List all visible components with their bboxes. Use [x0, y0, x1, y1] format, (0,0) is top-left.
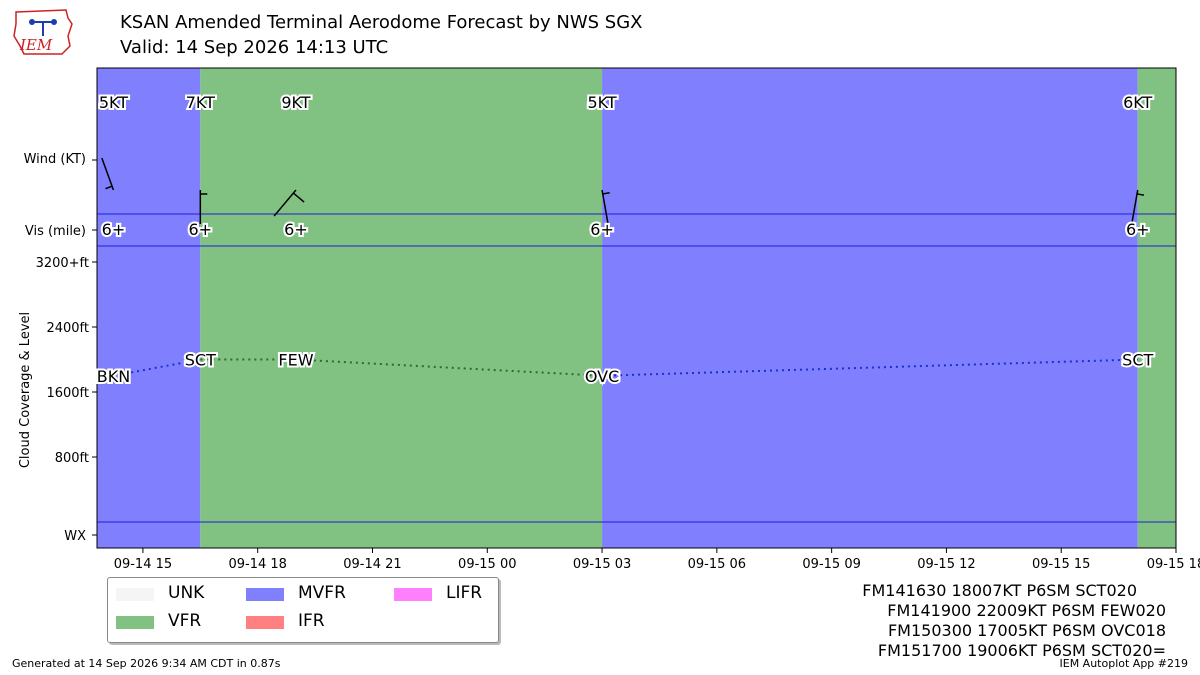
axes: Wind (KT) Vis (mile) WX Cloud Coverage & Le…	[18, 152, 1200, 572]
wind-speed-label: 9KT	[281, 93, 310, 112]
page-title: KSAN Amended Terminal Aerodome Forecast …	[120, 12, 643, 33]
legend-label-unk: UNK	[168, 583, 205, 603]
wind-barb	[1131, 189, 1145, 224]
legend-swatch-lifr	[394, 588, 432, 601]
wind-barb	[273, 189, 305, 217]
cloud-level-line	[113, 358, 1138, 377]
category-band-mvfr	[602, 68, 1138, 548]
legend-label-mvfr: MVFR	[298, 583, 346, 603]
x-tick-label: 09-15 18	[1147, 557, 1200, 572]
barb-staff	[101, 157, 115, 191]
y-tick-label: 800ft	[55, 451, 89, 466]
x-tick-label: 09-15 06	[688, 557, 746, 572]
x-tick-label: 09-15 15	[1032, 557, 1090, 572]
x-tick-label: 09-15 12	[917, 557, 975, 572]
page-subtitle: Valid: 14 Sep 2026 14:13 UTC	[120, 37, 389, 58]
taf-line: FM151700 19006KT P6SM SCT020=	[877, 641, 1166, 660]
x-tick-label: 09-15 09	[802, 557, 860, 572]
barb-staff	[273, 189, 297, 217]
visibility-label: 6+	[284, 220, 308, 239]
plot-frame	[96, 67, 1177, 549]
y-axis-label: Cloud Coverage & Level	[18, 312, 33, 468]
barb-feather	[105, 185, 113, 190]
legend-label-vfr: VFR	[168, 611, 202, 631]
legend-swatch-ifr	[246, 616, 284, 629]
generated-note: Generated at 14 Sep 2026 9:34 AM CDT in …	[12, 657, 281, 670]
wind-barb	[101, 157, 115, 191]
x-tick-label: 09-14 21	[343, 557, 401, 572]
wind-speed-label: 5KT	[99, 93, 128, 112]
iem-logo: IEM	[13, 9, 73, 55]
flight-category-bands	[97, 68, 1176, 548]
wx-row-label: WX	[64, 529, 86, 544]
cloud-cover-label: SCT	[1122, 351, 1153, 370]
y-tick-label: 1600ft	[46, 386, 89, 401]
barb-staff	[1131, 189, 1139, 224]
wind-speed-label: 6KT	[1123, 93, 1152, 112]
taf-line: FM141900 22009KT P6SM FEW020	[887, 601, 1166, 620]
plot-border	[96, 67, 1177, 549]
weather-station-icon	[29, 19, 57, 36]
cloud-cover-label: OVC	[585, 367, 619, 386]
legend-label-lifr: LIFR	[446, 583, 483, 603]
y-tick-label: 2400ft	[46, 321, 89, 336]
barb-feather	[1136, 193, 1145, 196]
wind-barb	[601, 189, 610, 224]
logo-text: IEM	[19, 36, 53, 54]
taf-line: FM150300 17005KT P6SM OVC018	[887, 621, 1166, 640]
x-tick-label: 09-14 18	[228, 557, 286, 572]
category-band-vfr	[1137, 68, 1176, 548]
taf-line: FM141630 18007KT P6SM SCT020	[862, 581, 1137, 600]
category-band-vfr	[200, 68, 603, 548]
x-tick-label: 09-14 15	[114, 557, 172, 572]
wind-speed-label: 5KT	[587, 93, 616, 112]
x-tick-label: 09-15 03	[573, 557, 631, 572]
wind-speed-label: 7KT	[186, 93, 215, 112]
y-tick-label: 3200+ft	[36, 256, 89, 271]
vis-row-label: Vis (mile)	[25, 224, 86, 239]
cloud-cover-label: FEW	[278, 351, 313, 370]
visibility-label: 6+	[1126, 220, 1150, 239]
cloud-segment	[113, 358, 201, 377]
visibility-label: 6+	[102, 220, 126, 239]
legend-label-ifr: IFR	[298, 611, 325, 631]
wind-barb	[199, 190, 208, 224]
app-note: IEM Autoplot App #219	[1059, 657, 1189, 670]
barb-feather	[602, 191, 610, 195]
cloud-cover-label: BKN	[97, 367, 130, 386]
visibility-label: 6+	[189, 220, 213, 239]
x-tick-label: 09-15 00	[458, 557, 516, 572]
legend: UNK VFR MVFR IFR LIFR	[107, 577, 499, 643]
barb-staff	[601, 189, 609, 224]
legend-swatch-mvfr	[246, 588, 284, 601]
category-band-mvfr	[97, 68, 201, 548]
wind-row-label: Wind (KT)	[24, 152, 86, 167]
legend-swatch-unk	[116, 588, 154, 601]
cloud-cover-label: SCT	[185, 351, 216, 370]
visibility-label: 6+	[590, 220, 614, 239]
legend-swatch-vfr	[116, 616, 154, 629]
barb-feather	[292, 192, 305, 203]
chart-marks: 5KT 7KT 9KT 5KT 6KT 6+ 6+ 6+ 6+ 6+ BKN SCT FEW OVC SCT	[95, 91, 1156, 388]
